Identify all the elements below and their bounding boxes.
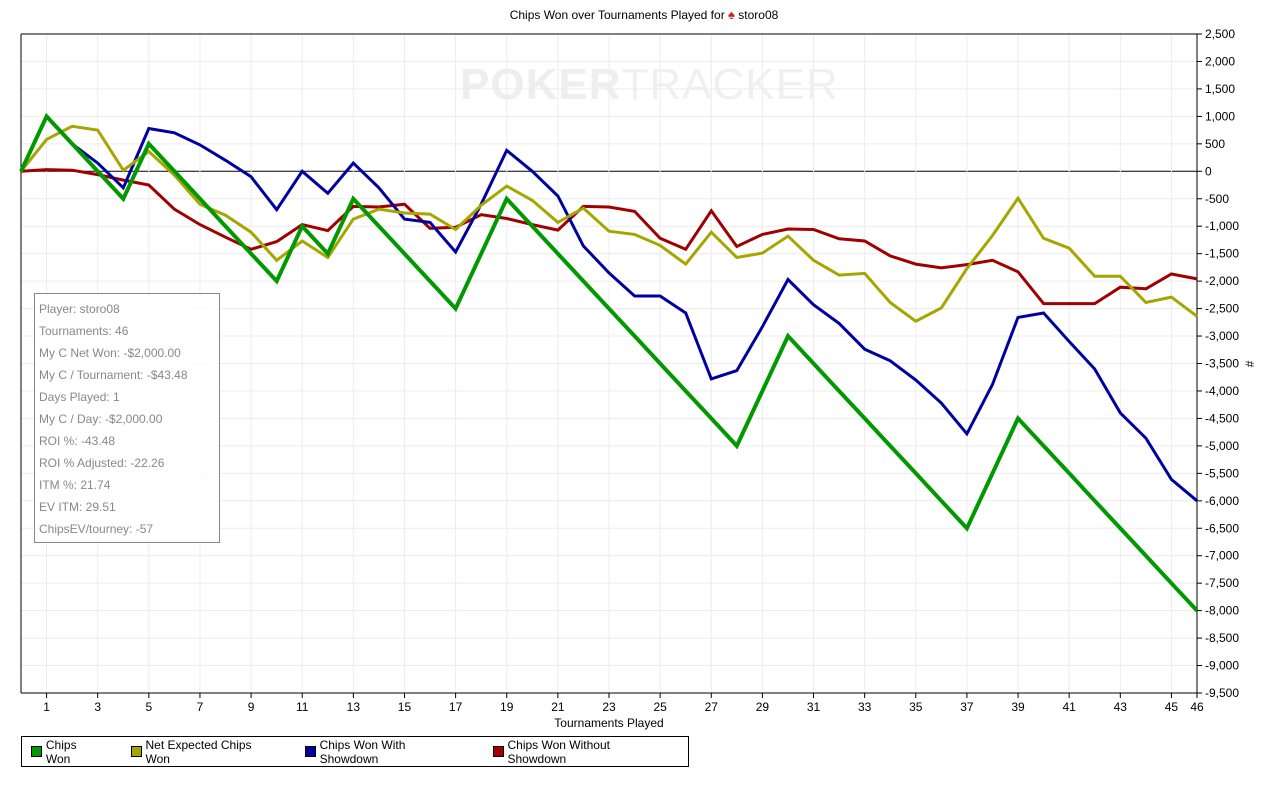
chart-title: Chips Won over Tournaments Played for ♠ … xyxy=(0,7,1288,22)
x-tick-label: 11 xyxy=(296,700,309,714)
stat-line: ITM %: 21.74 xyxy=(39,478,111,492)
chart-title-text: Chips Won over Tournaments Played for xyxy=(509,8,725,22)
y-tick-label: -2,500 xyxy=(1205,302,1239,316)
watermark-part2: TRACKER xyxy=(621,60,839,109)
x-tick-label: 3 xyxy=(94,700,101,714)
player-stats-box: Player: storo08 Tournaments: 46 My C Net W… xyxy=(34,293,220,543)
x-tick-label: 17 xyxy=(449,700,463,714)
spade-icon: ♠ xyxy=(728,7,735,22)
x-tick-label: 33 xyxy=(858,700,872,714)
legend-item[interactable]: Chips Won Without Showdown xyxy=(492,737,670,766)
y-tick-label: -2,000 xyxy=(1205,274,1239,288)
legend-item[interactable]: Chips Won With Showdown xyxy=(304,737,466,766)
pokertracker-watermark-logo: POKERTRACKER xyxy=(460,60,839,110)
y-tick-label: -9,000 xyxy=(1205,659,1239,673)
stat-line: ChipsEV/tourney: -57 xyxy=(39,522,154,536)
y-tick-label: -8,500 xyxy=(1205,631,1239,645)
chart-title-player: storo08 xyxy=(738,8,779,22)
y-tick-label: 500 xyxy=(1205,137,1225,151)
y-tick-label: 2,500 xyxy=(1205,27,1235,41)
y-tick-label: -3,500 xyxy=(1205,357,1239,371)
x-tick-label: 46 xyxy=(1190,700,1204,714)
x-tick-label: 35 xyxy=(909,700,923,714)
x-tick-label: 39 xyxy=(1011,700,1025,714)
x-tick-label: 7 xyxy=(197,700,204,714)
legend-swatch xyxy=(492,746,504,757)
stat-line: Days Played: 1 xyxy=(39,390,120,404)
series-line-net-expected-chips-won xyxy=(19,124,1198,323)
stat-line: EV ITM: 29.51 xyxy=(39,500,116,514)
legend-label: Chips Won Without Showdown xyxy=(507,737,611,766)
stat-line: Player: storo08 xyxy=(39,302,120,316)
y-tick-label: -3,000 xyxy=(1205,329,1239,343)
y-tick-label: 2,000 xyxy=(1205,54,1235,68)
legend-label: Chips Won With Showdown xyxy=(319,737,406,766)
y-tick-label: -500 xyxy=(1205,192,1229,206)
series-line-chips-won-without-showdown xyxy=(20,168,1198,306)
x-axis-label: Tournaments Played xyxy=(554,716,664,730)
y-axis-label: # xyxy=(1242,360,1257,368)
y-tick-label: -1,000 xyxy=(1205,219,1239,233)
legend-swatch xyxy=(31,746,42,757)
y-tick-label: -8,000 xyxy=(1205,604,1239,618)
series-lines xyxy=(19,112,1199,612)
x-tick-label: 1 xyxy=(43,700,50,714)
legend: Chips Won Net Expected Chips Won Chips Won… xyxy=(21,736,689,767)
y-tick-label: -4,000 xyxy=(1205,384,1239,398)
legend-label: Chips Won xyxy=(45,737,77,766)
y-tick-label: -6,000 xyxy=(1205,494,1239,508)
legend-swatch xyxy=(304,746,316,757)
stat-line: My C Net Won: -$2,000.00 xyxy=(39,346,181,360)
stat-line: My C / Day: -$2,000.00 xyxy=(39,412,163,426)
y-tick-label: -4,500 xyxy=(1205,411,1239,425)
legend-swatch xyxy=(130,746,142,757)
x-tick-label: 41 xyxy=(1062,700,1076,714)
x-tick-label: 19 xyxy=(500,700,514,714)
x-tick-label: 29 xyxy=(756,700,770,714)
x-tick-label: 43 xyxy=(1114,700,1128,714)
stat-line: Tournaments: 46 xyxy=(39,324,129,338)
legend-item[interactable]: Chips Won xyxy=(31,738,104,766)
x-tick-label: 13 xyxy=(347,700,361,714)
y-tick-label: -5,500 xyxy=(1205,466,1239,480)
stat-line: ROI %: -43.48 xyxy=(39,434,116,448)
y-tick-label: -9,500 xyxy=(1205,686,1239,700)
x-tick-label: 5 xyxy=(145,700,152,714)
stat-line: My C / Tournament: -$43.48 xyxy=(39,368,188,382)
axes: 2,500 2,000 1,500 1,000 500 0 -500 -1,000 -1,500… xyxy=(20,27,1239,714)
x-tick-label: 25 xyxy=(653,700,667,714)
x-tick-label: 15 xyxy=(398,700,412,714)
y-tick-label: -5,000 xyxy=(1205,439,1239,453)
x-tick-label: 27 xyxy=(705,700,719,714)
y-tick-label: -7,000 xyxy=(1205,549,1239,563)
x-tick-label: 37 xyxy=(960,700,974,714)
x-tick-label: 9 xyxy=(248,700,255,714)
y-tick-label: -1,500 xyxy=(1205,247,1239,261)
y-tick-label: -6,500 xyxy=(1205,521,1239,535)
y-tick-label: -7,500 xyxy=(1205,576,1239,590)
y-tick-label: 1,000 xyxy=(1205,109,1235,123)
x-tick-label: 21 xyxy=(551,700,565,714)
y-tick-label: 0 xyxy=(1205,164,1212,178)
legend-label: Net Expected Chips Won xyxy=(145,737,252,766)
x-tick-label: 45 xyxy=(1165,700,1179,714)
y-tick-label: 1,500 xyxy=(1205,82,1235,96)
series-line-chips-won-with-showdown xyxy=(19,113,1198,502)
legend-item[interactable]: Net Expected Chips Won xyxy=(130,737,278,766)
series-line-chips-won xyxy=(19,112,1199,612)
watermark-part1: POKER xyxy=(460,60,622,109)
x-tick-label: 31 xyxy=(807,700,821,714)
stat-line: ROI % Adjusted: -22.26 xyxy=(39,456,165,470)
x-tick-label: 23 xyxy=(602,700,616,714)
